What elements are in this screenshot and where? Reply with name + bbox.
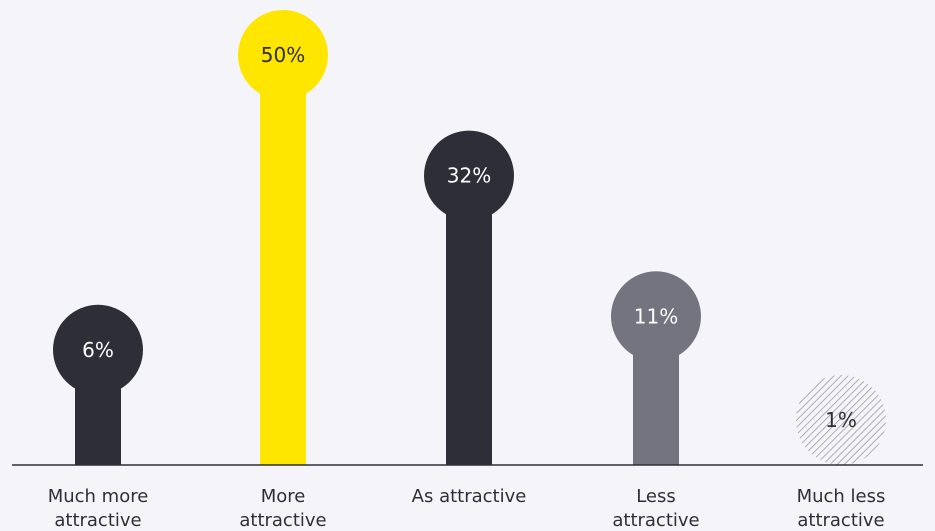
bar-head [424,130,514,221]
value-label: 1% [825,408,857,432]
bar-head [796,375,886,465]
category-label: attractive [54,510,141,531]
category-label: Much less [797,486,886,507]
category-label: attractive [612,510,699,531]
bar-stem [446,175,492,465]
category-label: attractive [797,510,884,531]
bar-head [238,10,328,100]
category-label: Much more [48,486,149,507]
bar-head [611,271,701,362]
value-label: 6% [82,338,114,362]
value-label: 50% [261,43,305,67]
bar-stem [260,55,306,465]
category-labels-layer: Much more attractive More attractive As attr… [48,486,886,531]
category-label: Less [636,486,676,507]
category-label: More [261,486,306,507]
category-label: attractive [239,510,326,531]
value-label: 32% [447,164,491,188]
bar-head [53,304,143,395]
value-label: 11% [634,304,678,328]
category-label: As attractive [412,486,527,507]
bars-layer: 6% 50% 32% 11% 1% [53,10,886,465]
